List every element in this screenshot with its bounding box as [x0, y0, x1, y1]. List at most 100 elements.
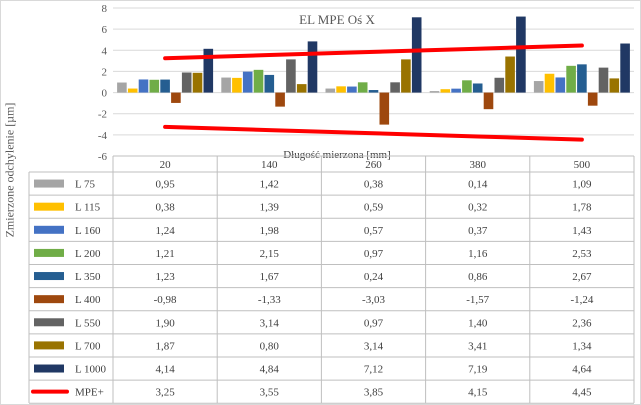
y-tick-label: -6: [98, 151, 108, 163]
bar: [620, 43, 630, 93]
data-label: 0,95: [155, 179, 175, 191]
y-tick-label: 6: [102, 24, 108, 36]
data-label: 4,14: [155, 364, 175, 376]
legend-label: L 1000: [75, 364, 107, 376]
data-label: -1,57: [466, 294, 489, 306]
legend-label: L 200: [75, 248, 101, 260]
series-line: [163, 124, 584, 142]
bar: [411, 17, 422, 93]
bar: [275, 92, 285, 107]
bar: [149, 79, 160, 93]
legend-label: L 160: [75, 225, 101, 237]
data-label: 7,19: [468, 364, 488, 376]
chart-title: EL MPE Oś X: [299, 12, 375, 27]
data-label: 1,39: [260, 202, 280, 214]
bar: [242, 71, 253, 93]
bar: [203, 48, 214, 93]
legend-label: MPE+: [75, 387, 104, 399]
y-tick-label: 0: [102, 88, 108, 100]
data-label: 3,41: [468, 340, 487, 352]
bar: [533, 81, 544, 93]
series-line: [163, 43, 584, 61]
bar: [192, 72, 203, 93]
data-label: 0,38: [155, 202, 175, 214]
x-category-label: 500: [574, 159, 591, 171]
data-label: 1,90: [155, 317, 175, 329]
data-label: 1,34: [572, 340, 592, 352]
data-label: 2,36: [572, 317, 592, 329]
y-tick-label: 8: [102, 3, 108, 15]
bar: [440, 89, 451, 93]
bar: [286, 59, 296, 93]
data-label: 7,12: [364, 364, 383, 376]
data-label: -1,33: [258, 294, 281, 306]
data-label: 1,40: [468, 317, 488, 329]
data-label: 1,16: [468, 248, 488, 260]
data-label: 1,21: [155, 248, 174, 260]
bar: [368, 90, 379, 93]
data-label: -3,03: [362, 294, 385, 306]
data-label: 1,23: [155, 271, 175, 283]
data-label: 1,67: [260, 271, 280, 283]
x-category-label: 140: [261, 159, 278, 171]
data-label: 3,85: [364, 387, 384, 399]
bar: [232, 77, 242, 93]
bar: [544, 73, 555, 93]
y-tick-label: -4: [98, 130, 108, 142]
bar: [598, 67, 609, 93]
bar: [379, 92, 390, 125]
legend-key: [34, 248, 64, 257]
data-label: 1,78: [572, 202, 592, 214]
bar: [462, 80, 472, 93]
x-category-label: 20: [160, 159, 172, 171]
y-tick-label: 2: [102, 66, 108, 78]
data-label: 1,87: [155, 340, 175, 352]
bar: [347, 86, 357, 93]
x-category-label: 260: [365, 159, 382, 171]
bar: [555, 77, 566, 93]
data-label: 0,24: [364, 271, 384, 283]
bar: [181, 72, 192, 93]
data-label: 2,53: [572, 248, 592, 260]
data-label: 0,57: [364, 225, 384, 237]
data-label: 1,24: [155, 225, 175, 237]
bar: [472, 83, 483, 93]
data-label: 0,86: [468, 271, 488, 283]
data-label: 1,42: [260, 179, 279, 191]
data-label: -1,24: [570, 294, 593, 306]
data-label: 2,67: [572, 271, 592, 283]
bar: [264, 74, 275, 93]
data-label: 3,25: [155, 387, 175, 399]
data-label: 3,14: [260, 317, 280, 329]
bar: [390, 82, 400, 93]
bar: [401, 59, 411, 93]
data-label: 0,14: [468, 179, 488, 191]
bar: [609, 78, 620, 93]
data-label: 3,14: [364, 340, 384, 352]
y-tick-label: -2: [98, 109, 107, 121]
data-label: 3,55: [260, 387, 280, 399]
legend-label: L 115: [75, 202, 101, 214]
bar: [160, 79, 170, 93]
bar: [516, 16, 526, 93]
data-label: 4,15: [468, 387, 488, 399]
bar: [577, 64, 587, 93]
bar: [587, 92, 598, 106]
x-category-label: 380: [469, 159, 486, 171]
bar: [138, 79, 149, 93]
legend-key: [34, 179, 64, 188]
data-label: -0,98: [154, 294, 177, 306]
bar: [336, 86, 346, 93]
data-label: 1,09: [572, 179, 592, 191]
legend-label: L 700: [75, 340, 101, 352]
bar: [221, 77, 231, 93]
legend-label: L 350: [75, 271, 101, 283]
bar: [253, 69, 264, 93]
data-label: 0,97: [364, 317, 384, 329]
data-label: 1,98: [260, 225, 280, 237]
legend-key: [34, 272, 64, 281]
data-label: 1,43: [572, 225, 592, 237]
bar: [357, 82, 368, 93]
data-label: 4,64: [572, 364, 592, 376]
